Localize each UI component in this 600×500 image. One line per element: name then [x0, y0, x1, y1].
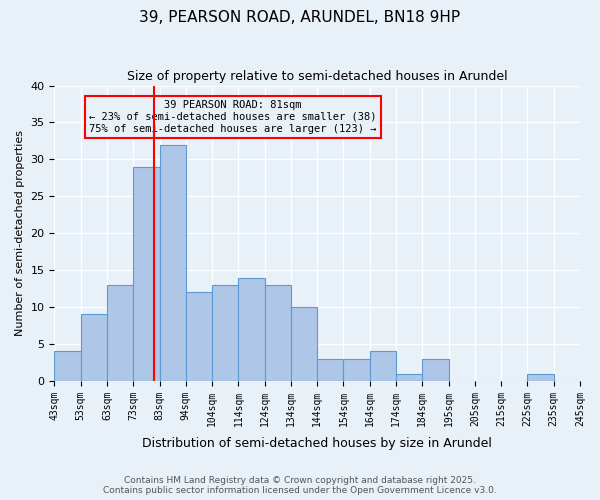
Title: Size of property relative to semi-detached houses in Arundel: Size of property relative to semi-detach… [127, 70, 508, 83]
Bar [396, 374, 422, 381]
Text: 39, PEARSON ROAD, ARUNDEL, BN18 9HP: 39, PEARSON ROAD, ARUNDEL, BN18 9HP [139, 10, 461, 25]
Bar [265, 285, 291, 381]
Bar [186, 292, 212, 381]
Text: Contains HM Land Registry data © Crown copyright and database right 2025.
Contai: Contains HM Land Registry data © Crown c… [103, 476, 497, 495]
Bar [80, 314, 107, 381]
Bar [343, 359, 370, 381]
Bar [527, 374, 554, 381]
Bar [160, 144, 186, 381]
Bar [370, 352, 396, 381]
Bar [317, 359, 343, 381]
X-axis label: Distribution of semi-detached houses by size in Arundel: Distribution of semi-detached houses by … [142, 437, 492, 450]
Bar [55, 352, 80, 381]
Bar [133, 167, 160, 381]
Bar [212, 285, 238, 381]
Bar [238, 278, 265, 381]
Bar [107, 285, 133, 381]
Bar [291, 307, 317, 381]
Y-axis label: Number of semi-detached properties: Number of semi-detached properties [15, 130, 25, 336]
Text: 39 PEARSON ROAD: 81sqm
← 23% of semi-detached houses are smaller (38)
75% of sem: 39 PEARSON ROAD: 81sqm ← 23% of semi-det… [89, 100, 377, 134]
Bar [422, 359, 449, 381]
